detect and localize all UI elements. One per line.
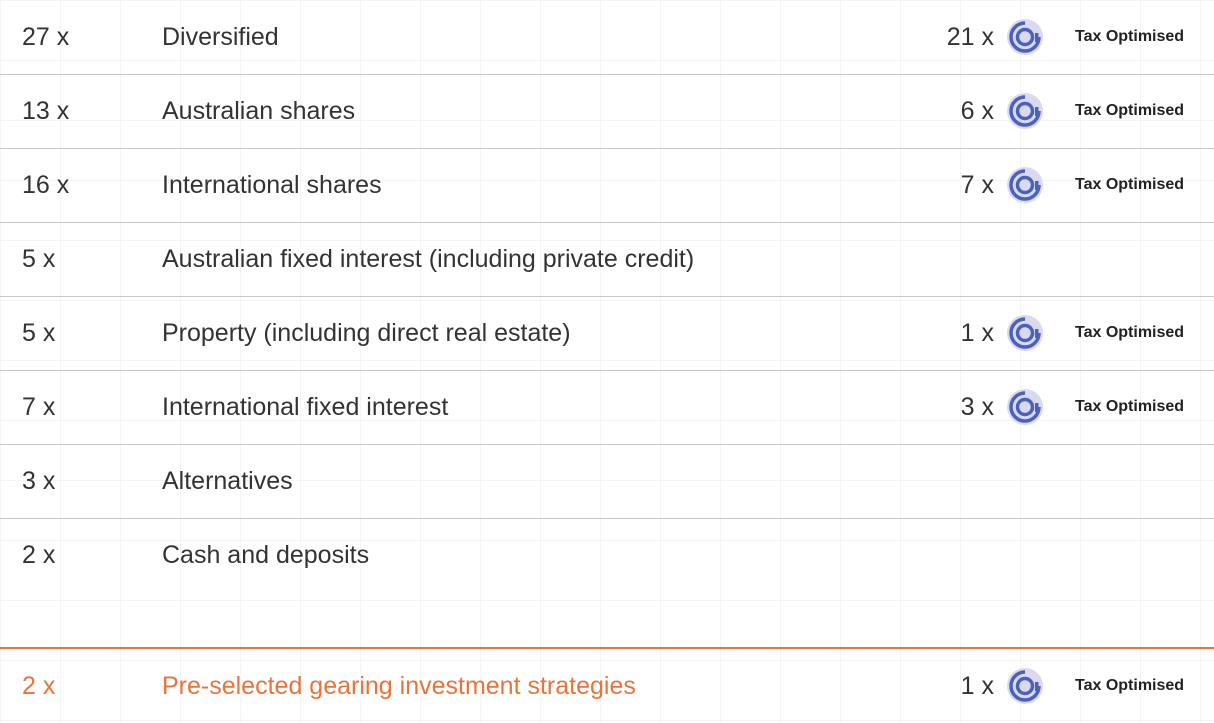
row-name: Cash and deposits (162, 541, 370, 569)
row-separator (0, 222, 1214, 223)
tax-label: Tax Optimised (1075, 324, 1185, 341)
table-row: 7 x International fixed interest 3 x Tax Op… (0, 370, 1214, 444)
table-row: 5 x Property (including direct real estat… (0, 296, 1214, 370)
table-row: 3 x Alternatives (0, 444, 1214, 518)
table-row: 16 x International shares 7 x Tax Optimised (0, 148, 1214, 222)
row-count: 2 x (22, 672, 56, 700)
tax-label: Tax Optimised (1075, 28, 1185, 45)
row-separator (0, 74, 1214, 75)
row-name: Australian fixed interest (including pri… (162, 245, 695, 273)
tax-label: Tax Optimised (1075, 677, 1185, 694)
row-count: 3 x (22, 467, 56, 495)
tax-count: 1 x (960, 672, 994, 700)
table-row: 13 x Australian shares 6 x Tax Optimised (0, 74, 1214, 148)
row-count: 5 x (22, 319, 56, 347)
tax-label: Tax Optimised (1075, 398, 1185, 415)
row-name: Diversified (162, 23, 279, 51)
tax-icon (1006, 314, 1044, 357)
tax-count: 7 x (960, 171, 994, 199)
table-row: 5 x Australian fixed interest (including … (0, 222, 1214, 296)
table-row: 2 x Pre-selected gearing investment strat… (0, 649, 1214, 723)
row-separator (0, 370, 1214, 371)
row-name: Alternatives (162, 467, 293, 495)
row-name: Pre-selected gearing investment strategi… (162, 672, 636, 700)
row-name: International fixed interest (162, 393, 449, 421)
tax-icon (1006, 667, 1044, 710)
row-count: 13 x (22, 97, 70, 125)
tax-count: 6 x (960, 97, 994, 125)
table-row: 2 x Cash and deposits (0, 518, 1214, 592)
tax-label: Tax Optimised (1075, 102, 1185, 119)
tax-label: Tax Optimised (1075, 176, 1185, 193)
row-separator (0, 444, 1214, 445)
row-count: 5 x (22, 245, 56, 273)
row-count: 2 x (22, 541, 56, 569)
row-separator (0, 296, 1214, 297)
row-count: 16 x (22, 171, 70, 199)
tax-icon (1006, 166, 1044, 209)
row-separator (0, 518, 1214, 519)
tax-count: 1 x (960, 319, 994, 347)
tax-count: 21 x (946, 23, 994, 51)
tax-icon (1006, 92, 1044, 135)
row-name: International shares (162, 171, 382, 199)
page: 27 x Diversified 21 x Tax Optimised 13 x Aust… (0, 0, 1214, 704)
row-name: Property (including direct real estate) (162, 319, 571, 347)
tax-icon (1006, 18, 1044, 61)
tax-icon (1006, 388, 1044, 431)
row-separator (0, 148, 1214, 149)
table-row: 27 x Diversified 21 x Tax Optimised (0, 0, 1214, 74)
tax-count: 3 x (960, 393, 994, 421)
row-count: 27 x (22, 23, 70, 51)
row-name: Australian shares (162, 97, 356, 125)
highlight-separator (0, 647, 1214, 649)
row-count: 7 x (22, 393, 56, 421)
